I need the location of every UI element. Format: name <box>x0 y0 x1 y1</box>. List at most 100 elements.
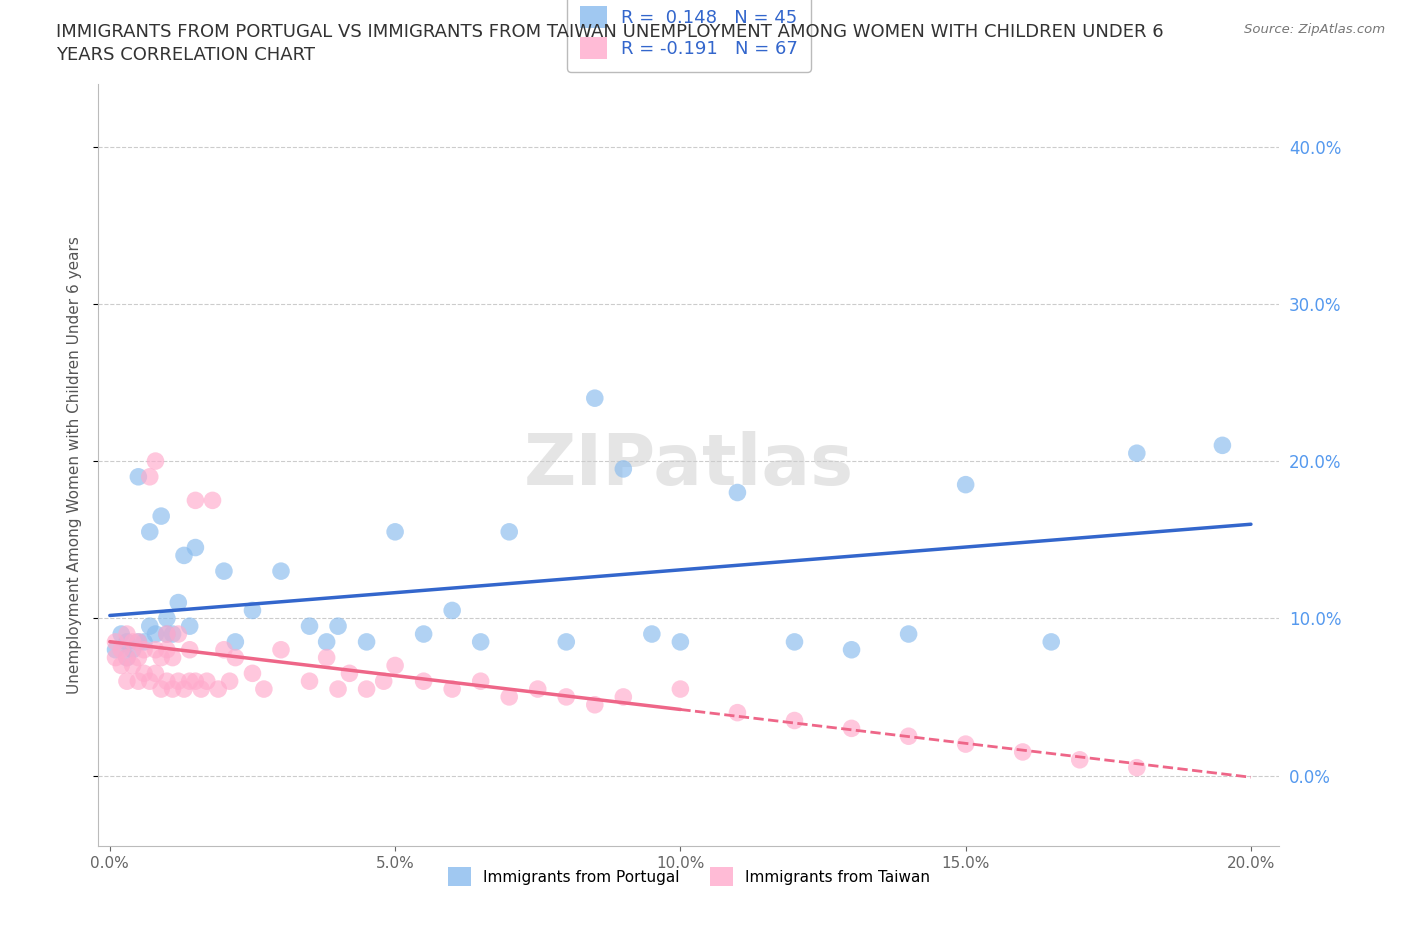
Point <box>224 650 246 665</box>
Point <box>498 689 520 704</box>
Point <box>173 682 195 697</box>
Point <box>190 682 212 697</box>
Point <box>156 627 179 642</box>
Point <box>441 603 464 618</box>
Point <box>218 673 240 688</box>
Point <box>298 673 321 688</box>
Point <box>783 634 806 649</box>
Point <box>298 618 321 633</box>
Point <box>412 673 434 688</box>
Point <box>612 689 634 704</box>
Point <box>253 682 276 697</box>
Point <box>1126 760 1149 775</box>
Point <box>179 673 201 688</box>
Point <box>526 682 548 697</box>
Point <box>384 658 406 673</box>
Point <box>110 658 132 673</box>
Point <box>179 643 201 658</box>
Point <box>356 682 378 697</box>
Point <box>162 650 184 665</box>
Point <box>184 540 207 555</box>
Point <box>897 627 920 642</box>
Legend: Immigrants from Portugal, Immigrants from Taiwan: Immigrants from Portugal, Immigrants fro… <box>441 861 936 892</box>
Point <box>669 682 692 697</box>
Point <box>127 634 149 649</box>
Point <box>897 729 920 744</box>
Point <box>339 666 361 681</box>
Point <box>121 643 143 658</box>
Point <box>669 634 692 649</box>
Point <box>841 643 863 658</box>
Point <box>1126 445 1149 460</box>
Point <box>612 461 634 476</box>
Point <box>955 737 977 751</box>
Point <box>583 391 606 405</box>
Point <box>104 634 127 649</box>
Point <box>145 454 167 469</box>
Point <box>150 682 173 697</box>
Point <box>641 627 664 642</box>
Point <box>150 509 173 524</box>
Text: Source: ZipAtlas.com: Source: ZipAtlas.com <box>1244 23 1385 36</box>
Y-axis label: Unemployment Among Women with Children Under 6 years: Unemployment Among Women with Children U… <box>67 236 83 694</box>
Point <box>127 650 149 665</box>
Point <box>127 634 149 649</box>
Point <box>441 682 464 697</box>
Point <box>201 493 224 508</box>
Point <box>270 564 292 578</box>
Point <box>167 673 190 688</box>
Point <box>184 673 207 688</box>
Point <box>156 643 179 658</box>
Text: IMMIGRANTS FROM PORTUGAL VS IMMIGRANTS FROM TAIWAN UNEMPLOYMENT AMONG WOMEN WITH: IMMIGRANTS FROM PORTUGAL VS IMMIGRANTS F… <box>56 23 1164 41</box>
Point <box>212 643 235 658</box>
Point <box>212 564 235 578</box>
Point <box>139 525 162 539</box>
Point <box>110 627 132 642</box>
Point <box>315 650 337 665</box>
Point <box>121 634 143 649</box>
Point <box>115 673 138 688</box>
Point <box>207 682 229 697</box>
Point <box>315 634 337 649</box>
Text: YEARS CORRELATION CHART: YEARS CORRELATION CHART <box>56 46 315 64</box>
Point <box>132 666 155 681</box>
Point <box>115 634 138 649</box>
Point <box>1011 745 1033 760</box>
Point <box>167 627 190 642</box>
Point <box>384 525 406 539</box>
Point <box>139 470 162 485</box>
Point <box>104 643 127 658</box>
Point <box>121 658 143 673</box>
Point <box>725 485 748 500</box>
Point <box>270 643 292 658</box>
Point <box>167 595 190 610</box>
Point <box>955 477 977 492</box>
Point <box>156 673 179 688</box>
Point <box>1069 752 1091 767</box>
Point <box>139 673 162 688</box>
Point <box>115 650 138 665</box>
Point <box>145 643 167 658</box>
Point <box>145 627 167 642</box>
Point <box>498 525 520 539</box>
Point <box>412 627 434 642</box>
Point <box>150 650 173 665</box>
Text: ZIPatlas: ZIPatlas <box>524 431 853 499</box>
Point <box>470 634 492 649</box>
Point <box>555 689 578 704</box>
Point <box>139 618 162 633</box>
Point <box>242 666 264 681</box>
Point <box>356 634 378 649</box>
Point <box>1211 438 1233 453</box>
Point <box>162 682 184 697</box>
Point <box>179 618 201 633</box>
Point <box>145 666 167 681</box>
Point <box>127 470 149 485</box>
Point <box>555 634 578 649</box>
Point <box>326 682 349 697</box>
Point <box>156 627 179 642</box>
Point <box>110 643 132 658</box>
Point <box>104 650 127 665</box>
Point <box>1040 634 1063 649</box>
Point <box>783 713 806 728</box>
